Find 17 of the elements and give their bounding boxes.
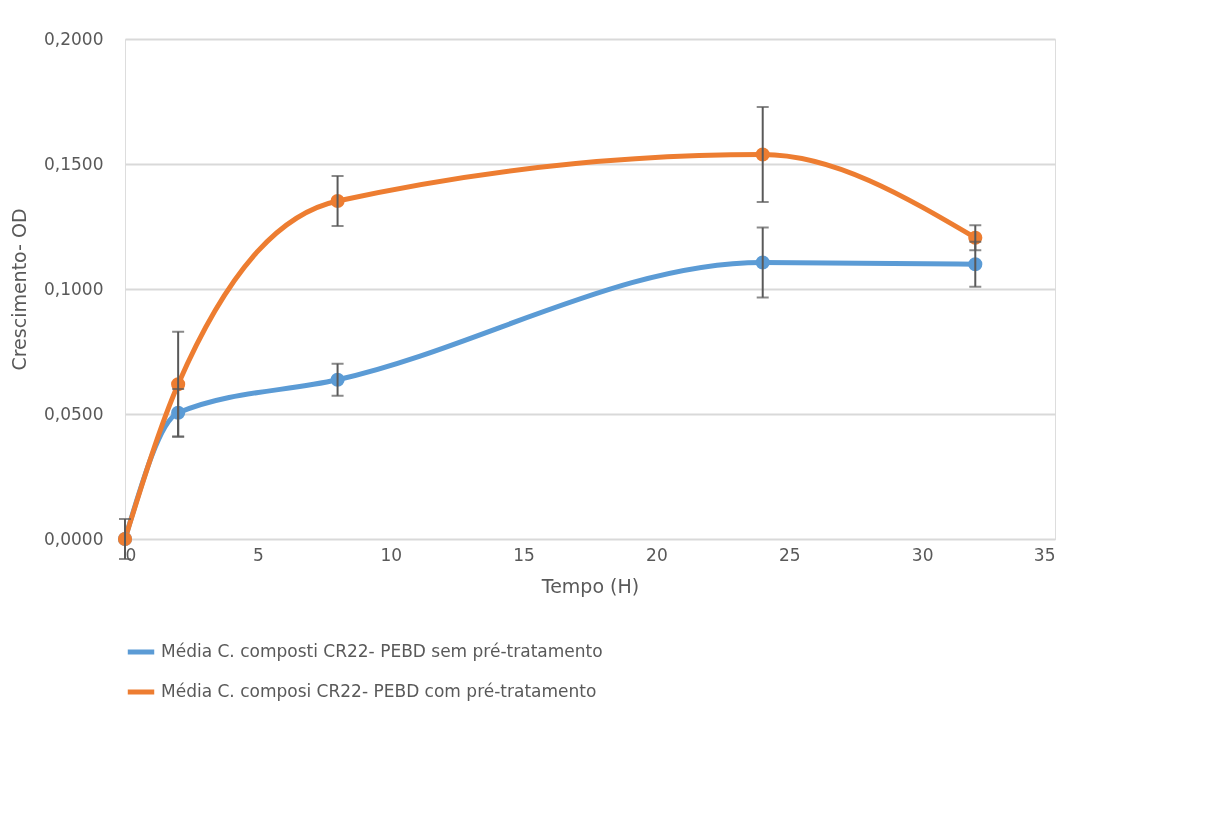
legend-label: Média C. composti CR22- PEBD sem pré-tratamento [161,641,603,661]
y-tick-label: 0,0000 [44,528,104,549]
y-axis-title: Crescimento- OD [8,208,31,371]
y-tick-label: 0,0500 [44,403,104,424]
x-tick-label: 35 [1033,544,1056,565]
x-axis-title: Tempo (H) [540,574,640,597]
x-tick-label: 25 [778,544,801,565]
legend-label: Média C. composi CR22- PEBD com pré-tratamento [161,681,597,701]
x-tick-label: 15 [513,544,535,565]
x-tick-label: 10 [380,544,403,565]
x-tick-label: 5 [252,544,264,565]
y-tick-label: 0,1000 [44,278,104,299]
y-tick-label: 0,1500 [44,153,104,174]
x-tick-label: 30 [911,544,934,565]
y-tick-label: 0,2000 [44,28,104,49]
x-tick-label: 0 [125,544,137,565]
x-tick-label: 20 [646,544,668,565]
